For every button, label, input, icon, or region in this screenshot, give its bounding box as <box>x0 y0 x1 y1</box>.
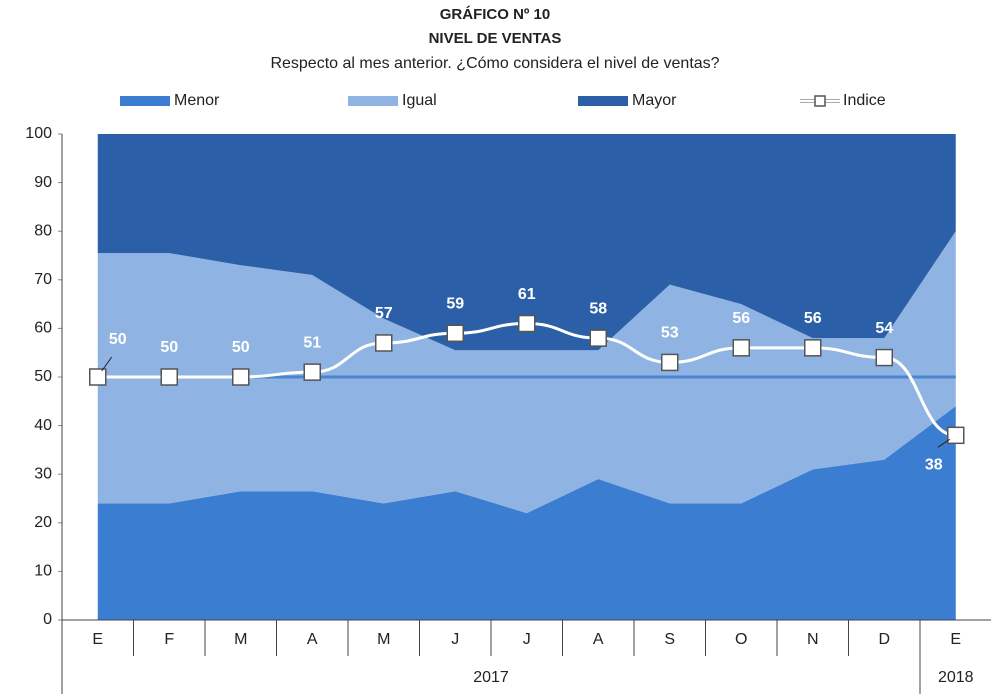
y-tick-label: 30 <box>34 465 52 482</box>
x-tick-label: E <box>950 631 961 648</box>
data-label: 58 <box>589 300 607 317</box>
area <box>97 134 956 351</box>
index-marker <box>732 339 750 357</box>
index-marker <box>661 353 679 372</box>
x-tick-label: F <box>164 631 174 648</box>
index-marker <box>160 368 178 386</box>
y-tick-label: 60 <box>34 320 52 337</box>
leader <box>101 356 113 372</box>
y-tick-label: 80 <box>34 222 52 239</box>
y-tick-label: 100 <box>25 125 52 142</box>
data-label: 56 <box>732 310 750 327</box>
index-marker <box>375 334 393 352</box>
data-label: 50 <box>160 339 178 356</box>
legend-marker <box>814 95 826 107</box>
y-tick-label: 90 <box>34 174 52 191</box>
data-label: 38 <box>925 457 943 474</box>
index-marker <box>232 368 250 386</box>
y-tick-label: 10 <box>34 563 52 580</box>
legend-label: Indice <box>843 92 886 109</box>
data-label: 50 <box>232 339 250 356</box>
index-marker <box>875 348 893 367</box>
index-line <box>97 322 956 437</box>
index-marker <box>947 426 965 445</box>
area <box>97 231 956 514</box>
legend-swatch <box>578 96 628 106</box>
x-tick-label: N <box>807 631 819 648</box>
legend-swatch <box>120 96 170 106</box>
legend-label: Menor <box>174 92 220 109</box>
chart-subtitle: NIVEL DE VENTAS <box>429 30 562 47</box>
index-marker <box>446 324 464 343</box>
x-tick-label: S <box>664 631 675 648</box>
data-label: 59 <box>446 295 464 312</box>
y-tick-label: 20 <box>34 514 52 531</box>
index-marker <box>89 368 107 386</box>
y-tick-label: 50 <box>34 368 52 385</box>
leader <box>937 438 951 448</box>
x-tick-label: J <box>523 631 531 648</box>
x-tick-label: M <box>377 631 390 648</box>
legend-label: Igual <box>402 92 437 109</box>
x-tick-label: J <box>451 631 459 648</box>
data-label: 56 <box>804 310 822 327</box>
x-tick-label: D <box>878 631 890 648</box>
group-label: 2017 <box>473 669 509 686</box>
chart-description: Respecto al mes anterior. ¿Cómo consider… <box>270 55 719 72</box>
data-label: 51 <box>303 334 321 351</box>
y-tick-label: 40 <box>34 417 52 434</box>
x-tick-label: A <box>307 631 318 648</box>
data-label: 53 <box>661 325 679 342</box>
y-tick-label: 70 <box>34 271 52 288</box>
x-tick-label: M <box>234 631 247 648</box>
data-label: 57 <box>375 305 393 322</box>
x-tick-label: E <box>92 631 103 648</box>
data-label: 61 <box>518 286 536 303</box>
group-label: 2018 <box>938 669 974 686</box>
data-label: 54 <box>875 320 893 337</box>
index-marker <box>804 339 822 357</box>
index-marker <box>589 329 607 347</box>
x-tick-label: O <box>735 631 747 648</box>
data-label: 50 <box>109 331 127 348</box>
y-tick-label: 0 <box>43 611 52 628</box>
x-tick-label: A <box>593 631 604 648</box>
legend-label: Mayor <box>632 92 677 109</box>
index-marker <box>303 363 321 381</box>
chart-title: GRÁFICO Nº 10 <box>440 6 551 23</box>
index-marker <box>518 314 536 333</box>
legend-swatch <box>348 96 398 106</box>
